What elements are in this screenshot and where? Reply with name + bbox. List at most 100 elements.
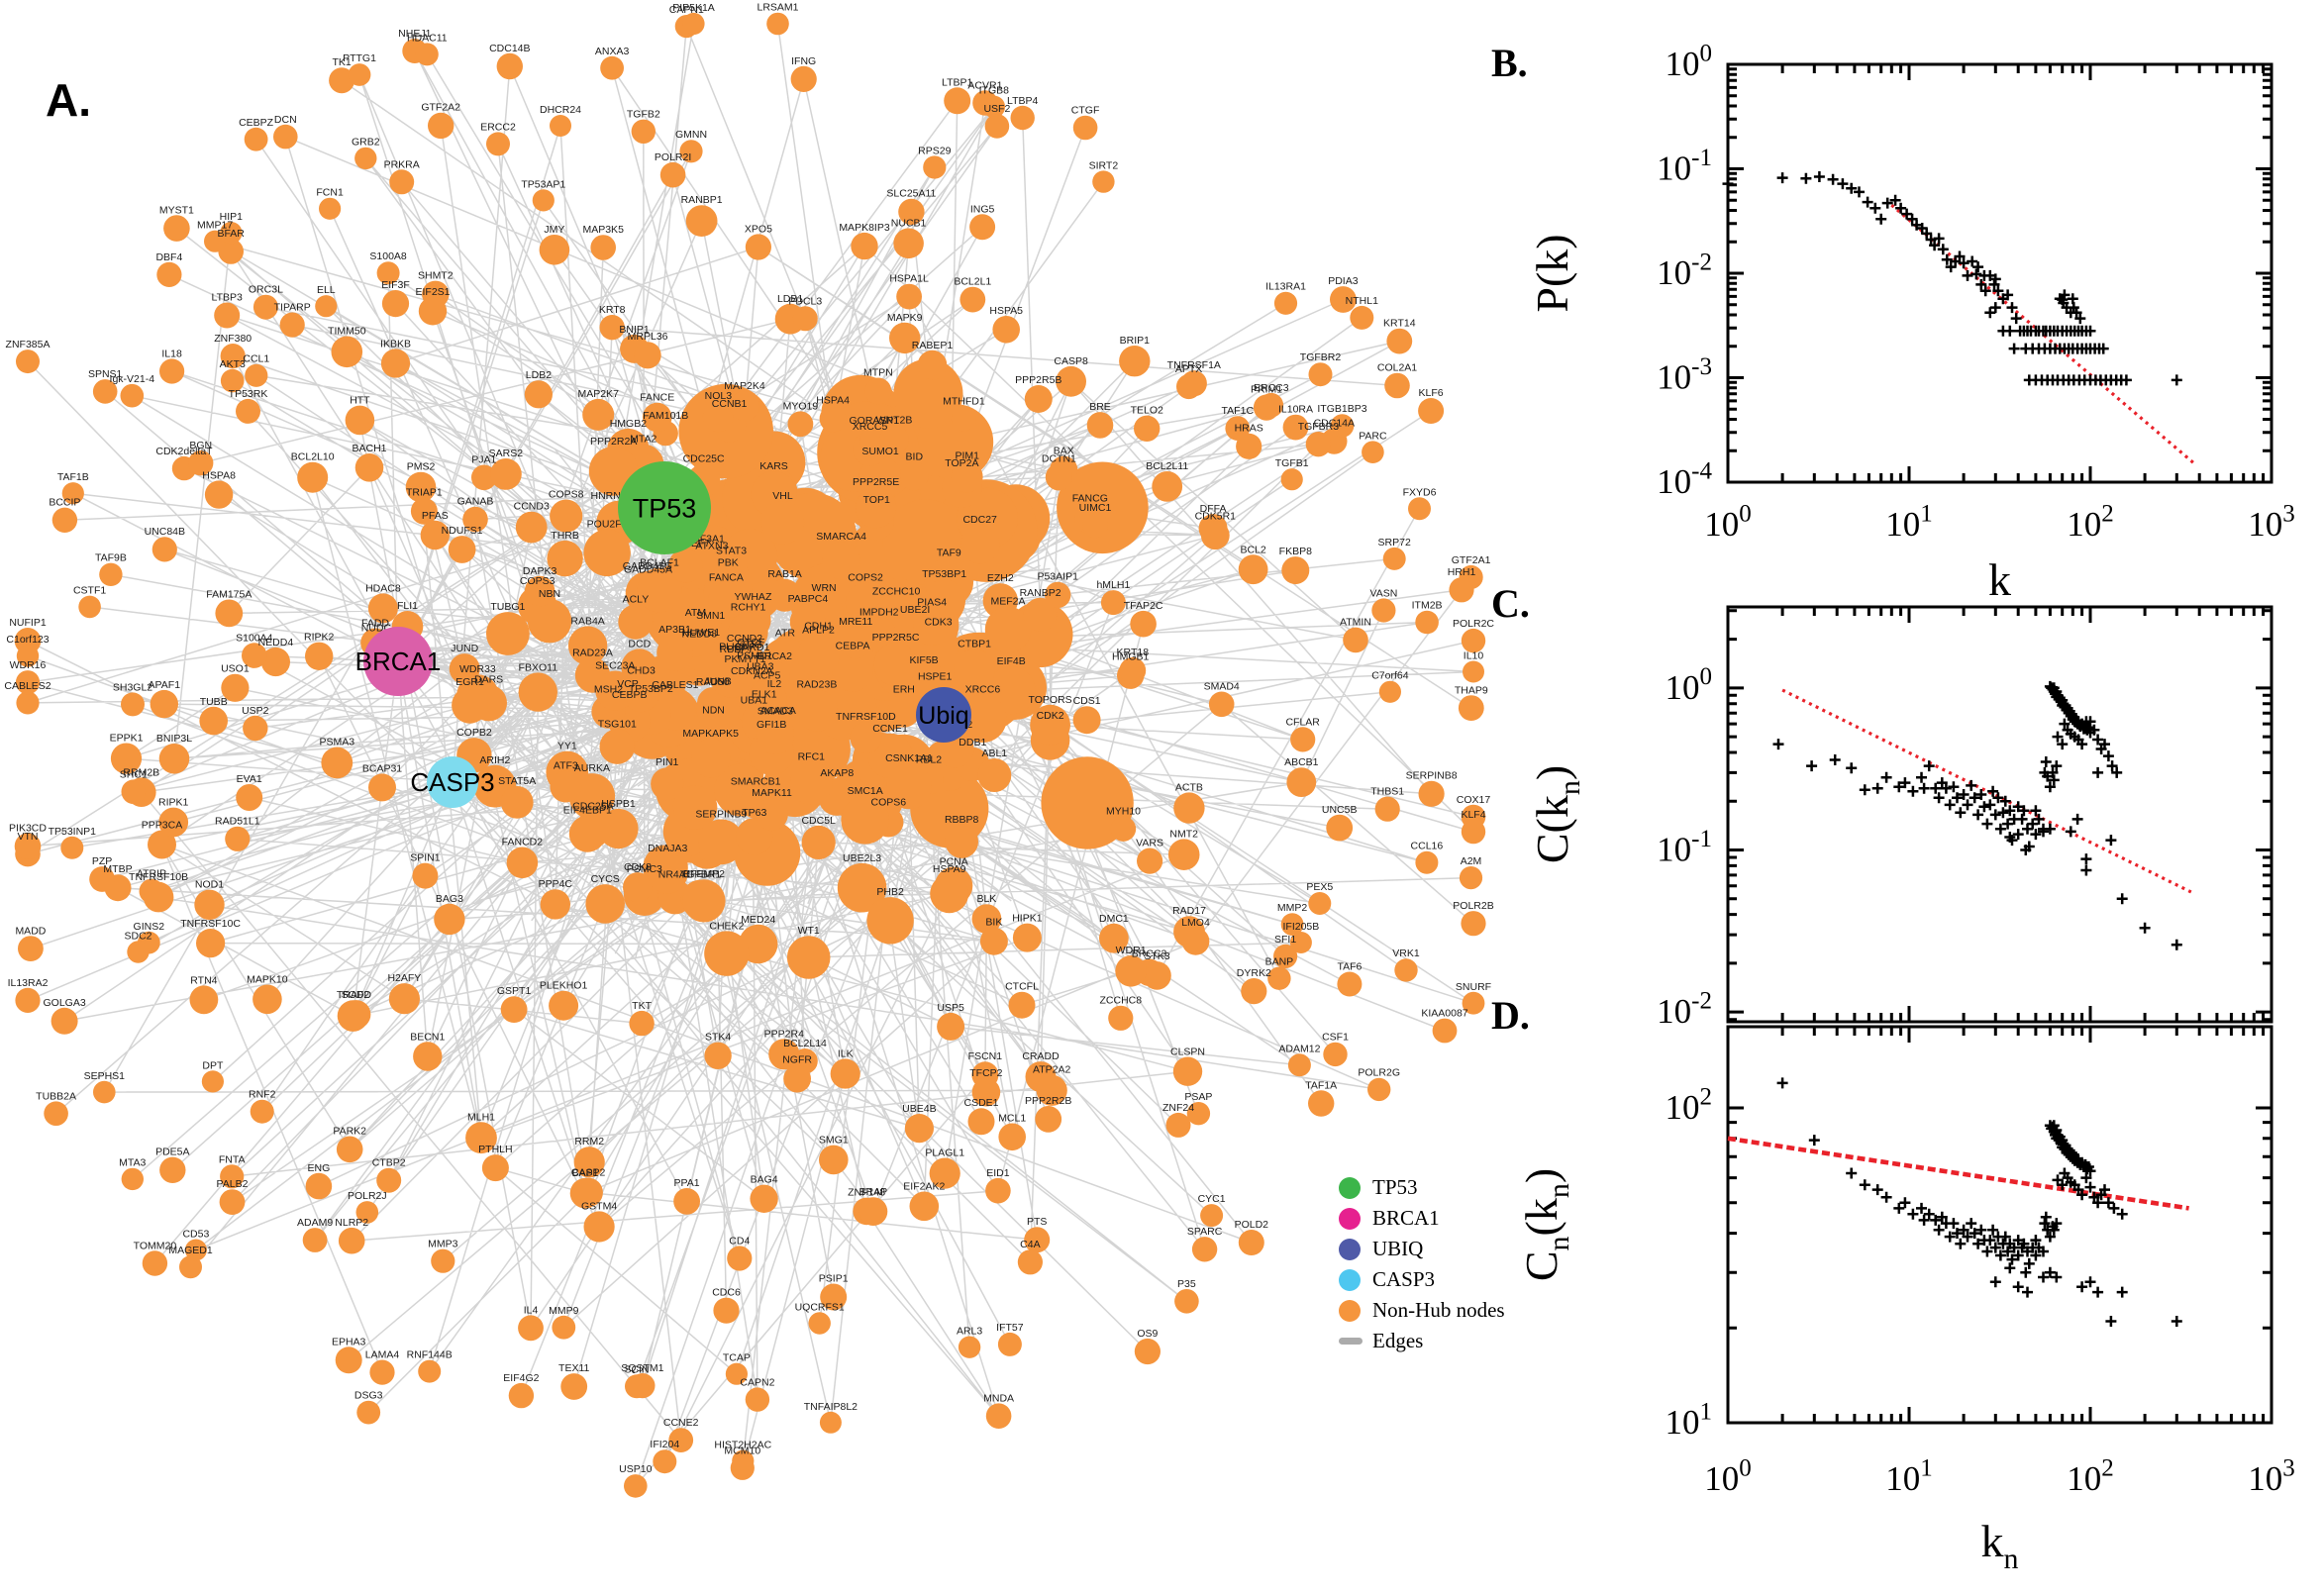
x-tick-label: 100 — [1704, 1454, 1752, 1498]
network-node — [624, 1474, 648, 1498]
y-tick-label: 10-3 — [1657, 353, 1712, 397]
network-node-label: TOPORS — [1029, 694, 1072, 706]
network-node — [121, 779, 147, 804]
network-node-label: SMARCB1 — [731, 776, 781, 788]
network-node — [1337, 971, 1363, 997]
network-node — [668, 1428, 694, 1452]
network-node — [625, 1374, 649, 1399]
network-node-label: STAT3 — [716, 545, 747, 556]
legend-dot-icon — [1339, 1299, 1361, 1322]
network-node — [830, 1058, 860, 1089]
network-node — [15, 670, 41, 695]
network-node-label: TUBB2A — [36, 1090, 76, 1102]
network-node-label: CD4 — [729, 1235, 750, 1247]
network-node — [1036, 1074, 1067, 1106]
network-node-label: ATXN3 — [695, 540, 728, 551]
network-node-label: CD53 — [182, 1229, 209, 1241]
network-node — [590, 235, 616, 260]
network-node — [1017, 1249, 1043, 1275]
network-node — [1030, 704, 1070, 746]
network-node — [599, 315, 625, 341]
network-node-label: TDG — [741, 639, 762, 650]
network-node-label: KRT8 — [599, 304, 626, 316]
network-node-label: POLR2I — [655, 151, 691, 163]
network-node — [297, 461, 329, 493]
network-node — [1008, 991, 1036, 1019]
network-node-label: SMC1A — [848, 785, 883, 797]
network-node-label: MYH10 — [1106, 806, 1141, 818]
network-node-label: BNIP1 — [619, 324, 650, 336]
legend-item-label: Edges — [1372, 1329, 1424, 1352]
network-node-label: USP10 — [619, 1463, 652, 1475]
network-node-label: C1orf123 — [6, 634, 49, 646]
network-node-label: CCND3 — [514, 501, 550, 513]
network-node-label: MTA3 — [119, 1157, 146, 1169]
network-node — [967, 1108, 995, 1136]
network-node — [760, 501, 805, 545]
network-node — [653, 1449, 677, 1474]
network-node-label: SMAD3 — [758, 706, 793, 718]
network-node-label: SRP72 — [1378, 537, 1411, 549]
network-node — [1208, 691, 1235, 718]
network-node-label: TCAP — [723, 1352, 751, 1364]
network-node-label: SMN1 — [696, 610, 725, 622]
y-axis-title: P(k) — [1527, 234, 1577, 312]
network-node — [595, 670, 636, 711]
network-node — [305, 642, 334, 670]
network-node — [500, 786, 534, 819]
network-graph: NEDD8 KARS DDB1 PCNA CCND3 CDK2 UBA1 CCNE1 CEBPA… — [4, 2, 1494, 1498]
network-node — [204, 480, 234, 509]
network-node — [189, 985, 219, 1015]
network-node-label: NR4A1 — [658, 868, 692, 880]
network-node-label: HIST2H2AC — [714, 1439, 771, 1450]
network-node-label: MAPK11 — [752, 787, 792, 799]
network-node — [1134, 1338, 1161, 1365]
network-node — [992, 316, 1020, 344]
network-node — [540, 889, 570, 920]
network-node-label: MAP3K5 — [582, 224, 624, 236]
network-node-label: A2M — [1461, 855, 1482, 867]
y-axis-title: Cn(kn) — [1516, 1168, 1575, 1281]
network-node — [515, 511, 548, 544]
network-node — [1010, 105, 1035, 131]
legend-item-label: UBIQ — [1372, 1237, 1424, 1260]
network-node — [642, 402, 672, 433]
network-node — [184, 1239, 207, 1261]
network-node — [355, 1201, 379, 1224]
network-node — [201, 1070, 224, 1093]
network-node-label: HIP1 — [220, 211, 244, 223]
network-node-label: AKT3 — [220, 358, 246, 370]
network-node-label: TP53RK — [229, 388, 268, 400]
network-node-label: PRKRA — [384, 158, 420, 170]
network-node — [1281, 556, 1310, 585]
y-tick-label: 100 — [1666, 663, 1713, 707]
network-node-label: PPP2R5E — [853, 476, 899, 488]
network-node-label: NDUFS1 — [442, 525, 483, 537]
network-node — [329, 67, 355, 94]
network-node — [792, 306, 818, 332]
network-node-label: BRIP1 — [1120, 335, 1151, 347]
network-node-label: VCP — [617, 678, 639, 690]
network-node-label: NTHL1 — [1346, 295, 1378, 307]
network-node-label: RAD51L1 — [215, 816, 260, 828]
network-node — [1384, 372, 1410, 399]
network-node-label: STK4 — [705, 1032, 731, 1044]
network-node — [143, 881, 174, 913]
network-node-label: AKAP8 — [820, 767, 854, 779]
chart-panel-d: 100 101 102 103 102 101 kn Cn(kn) — [1516, 1025, 2295, 1575]
network-node-label: FANCD2 — [502, 837, 544, 848]
network-node-label: ZNF148 — [848, 1187, 885, 1199]
network-node — [599, 729, 636, 764]
network-node-label: TP53BP1 — [922, 568, 966, 580]
network-node — [1459, 866, 1483, 890]
network-node-label: GANAB — [457, 496, 494, 508]
network-node-label: SEPHS1 — [84, 1070, 126, 1082]
network-node — [873, 643, 918, 686]
network-node — [1200, 521, 1230, 550]
network-node — [582, 398, 615, 431]
network-node-label: GORASP1 — [850, 415, 900, 427]
axis-ticks — [1728, 1027, 2272, 1423]
network-node — [335, 1347, 362, 1374]
network-node — [532, 189, 555, 212]
network-node-label: PLK3 — [719, 642, 745, 653]
